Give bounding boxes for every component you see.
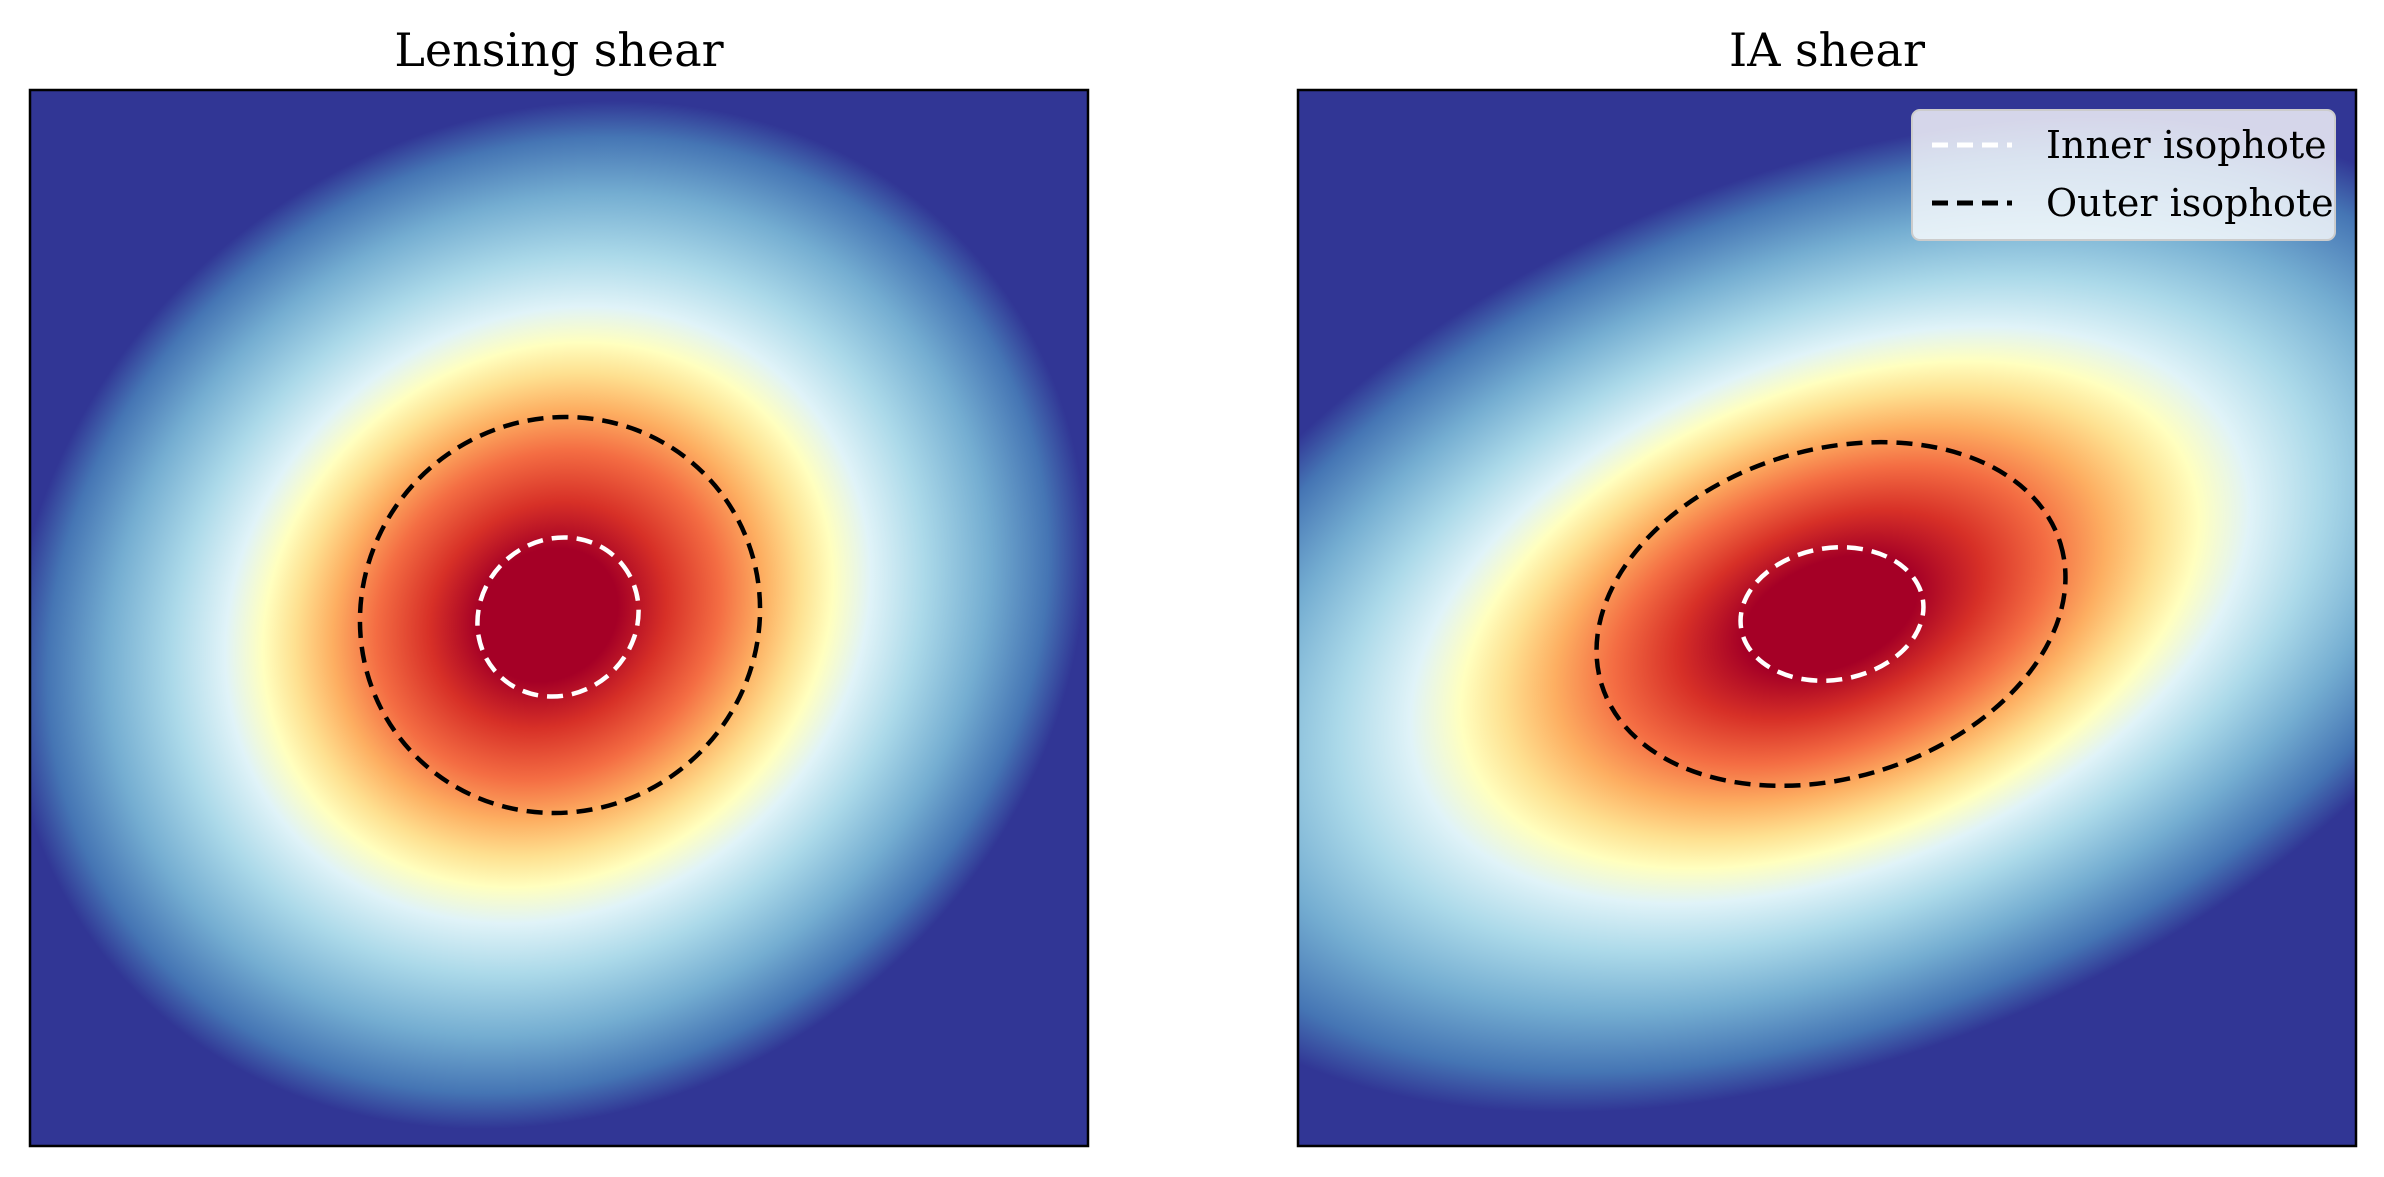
lensing-outer-isophote — [357, 414, 763, 816]
ia-axes-frame — [1296, 88, 2358, 1148]
lensing-inner-isophote — [475, 535, 641, 699]
legend-box — [1911, 109, 2336, 241]
lensing-heatmap — [30, 90, 1088, 1146]
ia-shear-panel: IA shear Inner isophote Outer isophote — [1296, 23, 2358, 1148]
legend-inner-isophote-label: Inner isophote — [2046, 123, 2327, 167]
lensing-axes-frame — [28, 88, 1090, 1148]
ia-inner-isophote — [1738, 544, 1926, 684]
ia-heatmap — [1298, 90, 2356, 1146]
lensing-shear-panel: Lensing shear — [28, 23, 1090, 1148]
lensing-panel-title: Lensing shear — [394, 23, 723, 77]
ia-panel-title: IA shear — [1729, 23, 1925, 77]
legend: Inner isophote Outer isophote — [1911, 109, 2336, 241]
ia-outer-isophote — [1594, 439, 2068, 789]
legend-outer-isophote-label: Outer isophote — [2046, 181, 2334, 225]
